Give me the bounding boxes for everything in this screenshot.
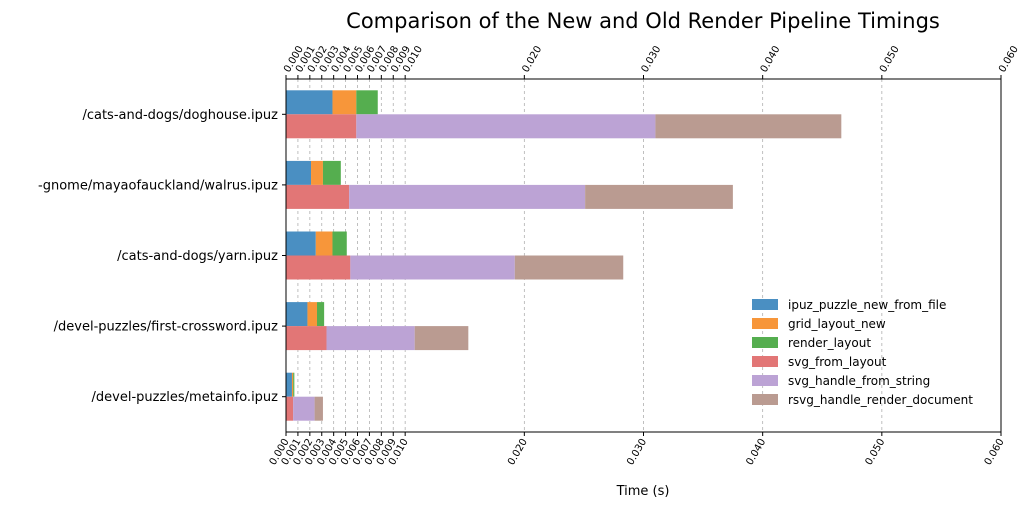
legend-label: grid_layout_new <box>788 317 886 331</box>
y-axis: /cats-and-dogs/doghouse.ipuz -gnome/mayao… <box>38 108 286 405</box>
bar-segment <box>356 114 656 139</box>
y-tick-label: /cats-and-dogs/yarn.ipuz <box>117 249 278 264</box>
bars <box>286 90 842 421</box>
bar-segment <box>286 90 333 115</box>
bar-segment <box>315 231 333 256</box>
bar-segment <box>655 114 842 139</box>
bar-segment <box>286 255 351 280</box>
bar-segment <box>414 326 469 351</box>
bar-segment <box>286 302 308 327</box>
x-tick-label-top: 0.040 <box>759 44 783 74</box>
bar-segment <box>326 326 415 351</box>
y-tick-label: /devel-puzzles/first-crossword.ipuz <box>54 320 279 335</box>
legend-swatch <box>752 299 778 310</box>
x-axis-label: Time (s) <box>616 484 670 499</box>
x-tick-label-top: 0.050 <box>878 44 902 74</box>
legend: ipuz_puzzle_new_from_file grid_layout_new… <box>752 298 973 407</box>
x-tick-label-bottom: 0.020 <box>506 437 530 467</box>
bar-segment <box>514 255 624 280</box>
x-tick-label-bottom: 0.030 <box>625 437 649 467</box>
x-tick-label-top: 0.030 <box>640 44 664 74</box>
legend-label: ipuz_puzzle_new_from_file <box>788 298 946 312</box>
bar-segment <box>307 302 317 327</box>
legend-swatch <box>752 375 778 386</box>
bar-segment <box>314 396 323 421</box>
chart-title: Comparison of the New and Old Render Pip… <box>346 9 940 33</box>
bar-segment <box>286 396 294 421</box>
bar-segment <box>332 231 347 256</box>
legend-label: svg_from_layout <box>788 355 887 369</box>
bar-segment <box>322 160 341 185</box>
legend-label: svg_handle_from_string <box>788 374 930 388</box>
bar-segment <box>286 231 316 256</box>
bar-segment <box>585 184 733 209</box>
legend-swatch <box>752 318 778 329</box>
bar-segment <box>286 160 312 185</box>
bar-segment <box>316 302 325 327</box>
bar-segment <box>286 184 350 209</box>
bar-segment <box>291 372 294 397</box>
bar-segment <box>293 396 315 421</box>
x-tick-label-top: 0.060 <box>997 44 1021 74</box>
x-tick-label-bottom: 0.040 <box>744 437 768 467</box>
x-tick-label-top: 0.020 <box>520 44 544 74</box>
legend-swatch <box>752 356 778 367</box>
bar-segment <box>286 114 357 139</box>
y-tick-label: -gnome/mayaofauckland/walrus.ipuz <box>38 178 278 193</box>
legend-swatch <box>752 394 778 405</box>
y-tick-label: /devel-puzzles/metainfo.ipuz <box>92 390 279 405</box>
x-tick-label-bottom: 0.050 <box>864 437 888 467</box>
bar-segment <box>286 326 327 351</box>
legend-swatch <box>752 337 778 348</box>
legend-label: render_layout <box>788 336 871 350</box>
bar-segment <box>349 184 586 209</box>
bar-segment <box>350 255 515 280</box>
bar-segment <box>332 90 357 115</box>
bar-segment <box>286 372 292 397</box>
bar-segment <box>293 372 295 397</box>
legend-label: rsvg_handle_render_document <box>788 393 973 407</box>
bar-segment <box>311 160 323 185</box>
bar-segment <box>356 90 378 115</box>
x-tick-label-bottom: 0.060 <box>983 437 1007 467</box>
y-tick-label: /cats-and-dogs/doghouse.ipuz <box>82 108 278 123</box>
